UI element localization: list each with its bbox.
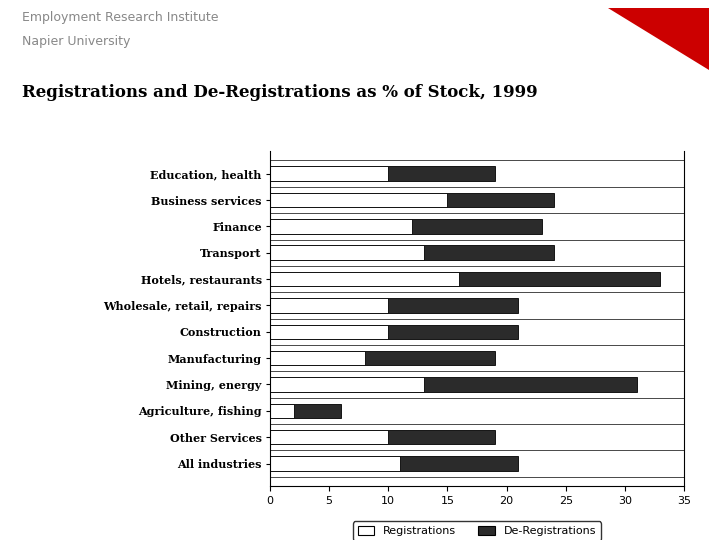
Bar [270, 219, 412, 234]
Bar [270, 456, 518, 471]
Bar [270, 377, 424, 392]
Bar [270, 403, 341, 418]
Bar [270, 377, 636, 392]
Bar [270, 351, 364, 366]
Bar [270, 298, 518, 313]
Legend: Registrations, De-Registrations: Registrations, De-Registrations [353, 522, 601, 540]
Bar [270, 166, 495, 181]
Bar [270, 246, 424, 260]
Bar [270, 272, 459, 286]
Bar [270, 430, 495, 444]
Bar [270, 430, 388, 444]
Text: Employment Research Institute: Employment Research Institute [22, 11, 218, 24]
Text: Napier University: Napier University [22, 35, 130, 48]
Bar [270, 166, 388, 181]
Bar [270, 272, 660, 286]
Bar [270, 325, 388, 339]
Bar [270, 298, 388, 313]
Bar [270, 325, 518, 339]
Polygon shape [608, 8, 709, 70]
Text: Registrations and De-Registrations as % of Stock, 1999: Registrations and De-Registrations as % … [22, 84, 537, 100]
Bar [270, 246, 554, 260]
Bar [270, 219, 542, 234]
Bar [270, 351, 495, 366]
Bar [270, 193, 554, 207]
Bar [270, 456, 400, 471]
Bar [270, 193, 447, 207]
Bar [270, 403, 294, 418]
